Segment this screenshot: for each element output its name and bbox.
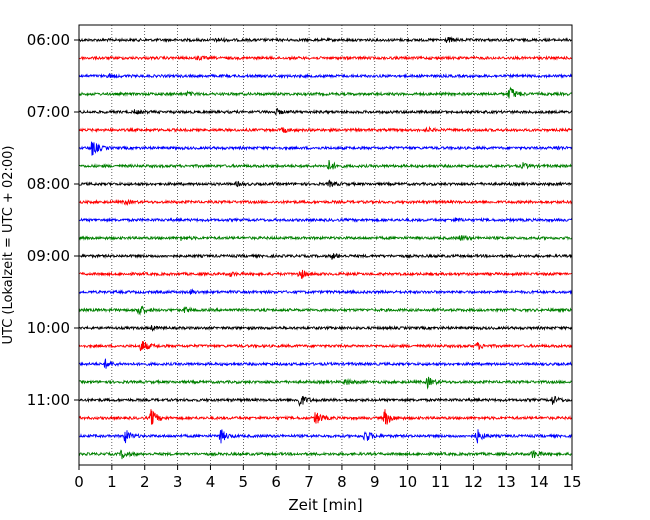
x-tick-label: 8 <box>337 473 347 491</box>
trace-row <box>78 36 573 44</box>
x-axis-title: Zeit [min] <box>288 496 362 514</box>
y-tick-label: 07:00 <box>27 103 70 121</box>
trace-row <box>78 198 573 207</box>
trace-row <box>78 86 573 99</box>
y-tick-label: 08:00 <box>27 175 70 193</box>
trace-row <box>78 429 573 444</box>
x-tick-label: 4 <box>206 473 216 491</box>
seismic-traces <box>78 36 573 460</box>
trace-row <box>78 409 573 425</box>
x-tick-label: 14 <box>530 473 549 491</box>
trace-row <box>78 216 573 223</box>
trace-row <box>78 253 573 260</box>
x-tick-label: 10 <box>398 473 417 491</box>
x-tick-label: 2 <box>140 473 150 491</box>
x-tick-label: 3 <box>173 473 183 491</box>
x-tick-label: 9 <box>370 473 380 491</box>
trace-row <box>78 449 573 460</box>
y-tick-label: 06:00 <box>27 31 70 49</box>
trace-row <box>78 234 573 242</box>
trace-row <box>78 358 573 369</box>
trace-row <box>78 72 573 79</box>
x-axis: 0 1 2 3 4 5 6 7 8 9 10 11 12 13 14 15 <box>74 465 582 491</box>
trace-row <box>78 324 573 332</box>
y-axis: 06:00 07:00 08:00 09:00 10:00 11:00 <box>27 31 79 409</box>
trace-row <box>78 395 573 407</box>
trace-row <box>78 376 573 390</box>
trace-row <box>78 269 573 280</box>
x-tick-label: 13 <box>497 473 516 491</box>
y-tick-label: 10:00 <box>27 319 70 337</box>
grid-lines <box>111 25 540 465</box>
trace-row <box>78 305 573 316</box>
trace-row <box>78 125 573 134</box>
trace-row <box>78 159 573 170</box>
x-tick-label: 7 <box>304 473 314 491</box>
x-tick-label: 12 <box>464 473 483 491</box>
trace-row <box>78 179 573 188</box>
trace-row <box>78 108 573 115</box>
y-axis-title: UTC (Lokalzeit = UTC + 02:00) <box>1 146 16 345</box>
trace-row <box>78 54 573 62</box>
x-tick-label: 0 <box>74 473 84 491</box>
plot-frame <box>78 24 573 466</box>
y-tick-label: 09:00 <box>27 247 70 265</box>
x-tick-label: 6 <box>271 473 281 491</box>
y-tick-label: 11:00 <box>27 391 70 409</box>
x-tick-label: 5 <box>239 473 249 491</box>
trace-row <box>78 288 573 296</box>
x-tick-label: 15 <box>562 473 581 491</box>
x-tick-label: 11 <box>431 473 450 491</box>
trace-row <box>78 141 573 156</box>
x-tick-label: 1 <box>107 473 117 491</box>
trace-row <box>78 341 573 352</box>
